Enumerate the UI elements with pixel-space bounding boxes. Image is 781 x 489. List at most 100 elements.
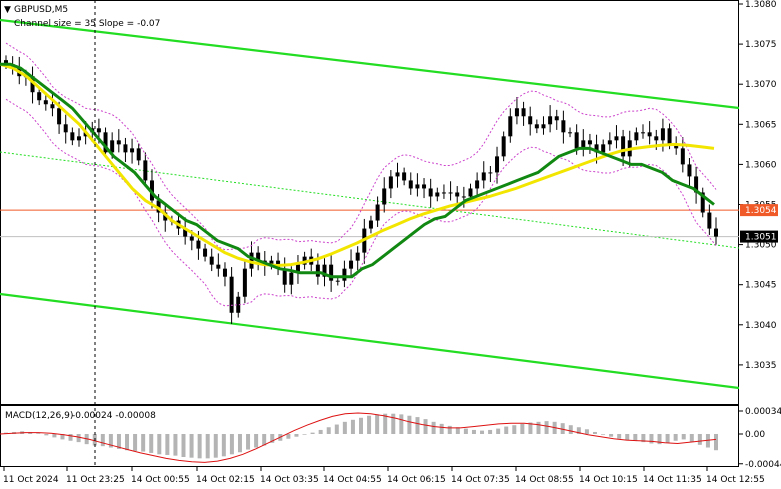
macd-bar bbox=[617, 434, 622, 439]
x-tick-label: 14 Oct 04:55 bbox=[323, 475, 382, 485]
candle bbox=[295, 255, 300, 284]
candle bbox=[103, 127, 108, 158]
candle bbox=[647, 121, 652, 145]
x-tick-label: 14 Oct 10:15 bbox=[579, 475, 638, 485]
candle bbox=[402, 167, 407, 186]
macd-bar bbox=[213, 434, 218, 458]
x-tick-label: 11 Oct 2024 bbox=[3, 475, 59, 485]
macd-bar bbox=[359, 417, 363, 434]
candle bbox=[614, 125, 619, 149]
candle bbox=[488, 166, 493, 183]
macd-bar bbox=[60, 434, 65, 440]
macd-bar bbox=[286, 434, 291, 439]
macd-bar bbox=[488, 429, 493, 434]
candle bbox=[435, 187, 440, 202]
candle bbox=[30, 66, 35, 104]
macd-values: -0.00024 -0.00008 bbox=[72, 411, 156, 421]
y-tick-label: 1.3075 bbox=[745, 40, 777, 50]
macd-bar bbox=[189, 434, 194, 458]
chart-title: GBPUSD,M5 bbox=[14, 5, 68, 15]
macd-bar bbox=[560, 423, 565, 434]
candle bbox=[687, 157, 692, 187]
macd-bar bbox=[221, 434, 226, 457]
ma-slow-line bbox=[0, 62, 715, 268]
candle bbox=[256, 246, 261, 271]
macd-bar bbox=[641, 434, 646, 443]
bollinger-upper bbox=[5, 42, 717, 251]
channel-upper-line bbox=[0, 18, 739, 110]
price-axis: 1.30801.30751.30701.30651.30601.30551.30… bbox=[739, 0, 778, 371]
bollinger-lower bbox=[5, 98, 717, 307]
macd-bar bbox=[367, 415, 372, 434]
macd-axis: 0.00034 0.00 -0.00044 bbox=[739, 407, 781, 470]
macd-bar bbox=[391, 413, 396, 434]
candle bbox=[501, 131, 506, 162]
candle bbox=[130, 138, 135, 164]
macd-bar bbox=[310, 432, 315, 434]
y-tick-label: 1.3035 bbox=[745, 361, 777, 371]
macd-bar bbox=[270, 434, 275, 443]
candle bbox=[37, 87, 42, 106]
candle bbox=[282, 257, 287, 293]
macd-bar bbox=[447, 425, 452, 434]
price-level-label: 1.3054 bbox=[740, 204, 778, 217]
macd-bar bbox=[36, 433, 41, 434]
macd-bar bbox=[133, 434, 138, 451]
candle bbox=[70, 127, 75, 146]
candle bbox=[143, 152, 148, 187]
macd-bar bbox=[141, 434, 146, 452]
candle bbox=[183, 217, 188, 245]
candle bbox=[481, 161, 486, 189]
macd-bar bbox=[197, 434, 202, 459]
y-tick-label: 1.3060 bbox=[745, 160, 777, 170]
candle bbox=[707, 204, 712, 235]
candle bbox=[641, 124, 646, 139]
candle bbox=[136, 143, 141, 166]
candle bbox=[375, 196, 380, 227]
main-plot-frame bbox=[0, 0, 739, 405]
macd-bar bbox=[181, 434, 186, 457]
y-tick-label: 1.3070 bbox=[745, 80, 777, 90]
macd-bar bbox=[673, 434, 678, 441]
y-tick-label: 1.3045 bbox=[745, 281, 777, 291]
x-tick-label: 14 Oct 08:55 bbox=[515, 475, 574, 485]
macd-signal-line bbox=[0, 412, 717, 463]
candle bbox=[607, 132, 612, 151]
macd-bar bbox=[205, 434, 210, 459]
candle bbox=[395, 162, 400, 188]
macd-bar bbox=[528, 422, 533, 434]
macd-bar bbox=[633, 434, 638, 441]
candle bbox=[163, 202, 168, 232]
channel-info: Channel size = 35 Slope = -0.07 bbox=[14, 19, 160, 29]
macd-bar bbox=[665, 434, 670, 443]
macd-bar bbox=[544, 421, 549, 434]
macd-bar bbox=[536, 421, 541, 434]
macd-bar bbox=[657, 434, 662, 445]
macd-bar bbox=[326, 427, 331, 434]
candle bbox=[269, 255, 274, 270]
x-tick-label: 14 Oct 11:35 bbox=[643, 475, 702, 485]
candle bbox=[329, 255, 334, 292]
macd-bar bbox=[44, 434, 49, 436]
macd-bar bbox=[125, 434, 130, 451]
candle bbox=[428, 178, 433, 208]
candle bbox=[388, 170, 393, 199]
candle bbox=[554, 109, 559, 130]
macd-bar bbox=[149, 434, 154, 453]
candle bbox=[382, 177, 387, 213]
candle bbox=[528, 106, 533, 136]
macd-bar bbox=[496, 428, 501, 434]
candle bbox=[561, 110, 566, 144]
candle bbox=[568, 127, 573, 138]
macd-bar bbox=[173, 434, 178, 456]
macd-bar bbox=[439, 423, 444, 434]
macd-bar bbox=[649, 434, 654, 444]
macd-legend: MACD(12,26,9) -0.00024 -0.00008 bbox=[5, 411, 156, 421]
candle bbox=[587, 133, 592, 154]
macd-bar bbox=[471, 429, 476, 434]
macd-tick-label: 0.00 bbox=[745, 430, 765, 440]
macd-bar bbox=[302, 434, 307, 435]
y-tick-label: 1.3065 bbox=[745, 120, 777, 130]
candle bbox=[680, 137, 685, 173]
